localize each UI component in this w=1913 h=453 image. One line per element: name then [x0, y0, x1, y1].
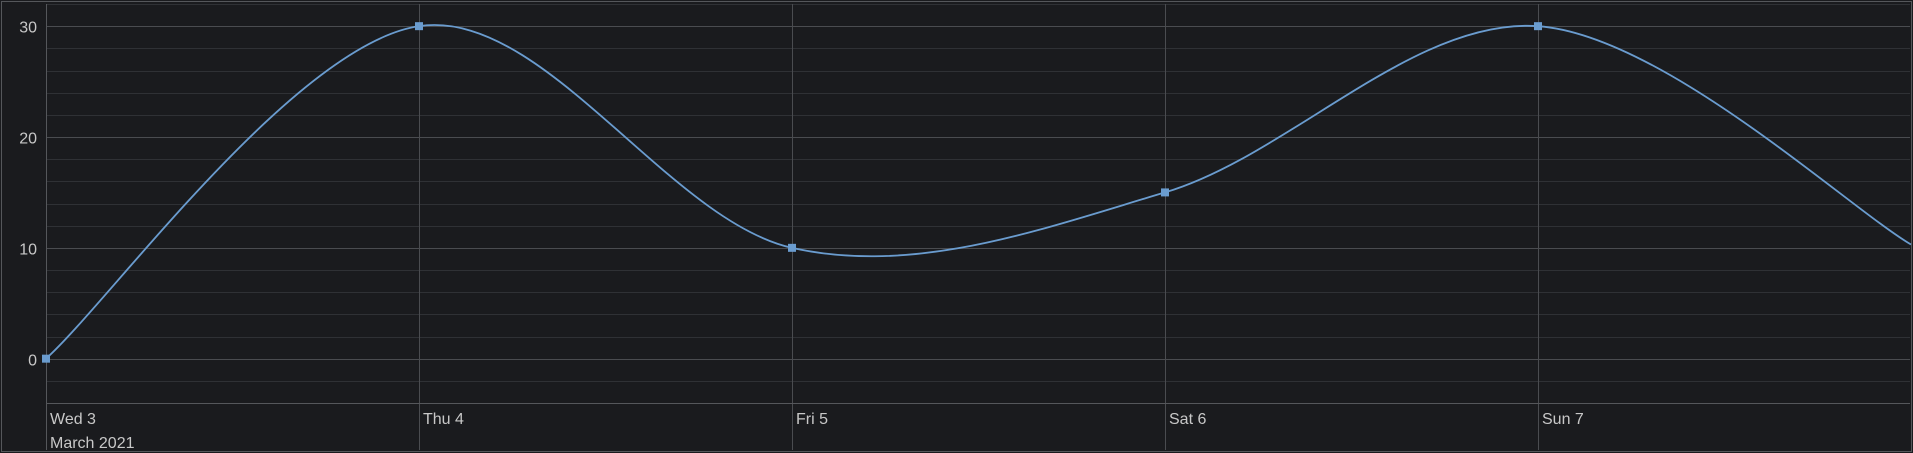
data-point-marker — [1161, 188, 1169, 197]
x-tick-label: Wed 3 — [50, 411, 96, 428]
series-line — [45, 24, 1912, 360]
y-tick-label: 0 — [28, 353, 37, 370]
x-tick-label: Sat 6 — [1169, 411, 1206, 428]
y-tick-label: 30 — [19, 20, 37, 37]
data-point-marker — [1534, 22, 1542, 31]
x-period-label: March 2021 — [50, 435, 135, 452]
data-point-marker — [788, 243, 796, 252]
data-point-marker — [42, 354, 50, 363]
data-point-marker — [415, 22, 423, 31]
x-tick-label: Thu 4 — [423, 411, 464, 428]
x-tick-label: Sun 7 — [1542, 411, 1584, 428]
y-tick-label: 10 — [19, 242, 37, 259]
x-tick-label: Fri 5 — [796, 411, 828, 428]
y-tick-label: 20 — [19, 131, 37, 148]
